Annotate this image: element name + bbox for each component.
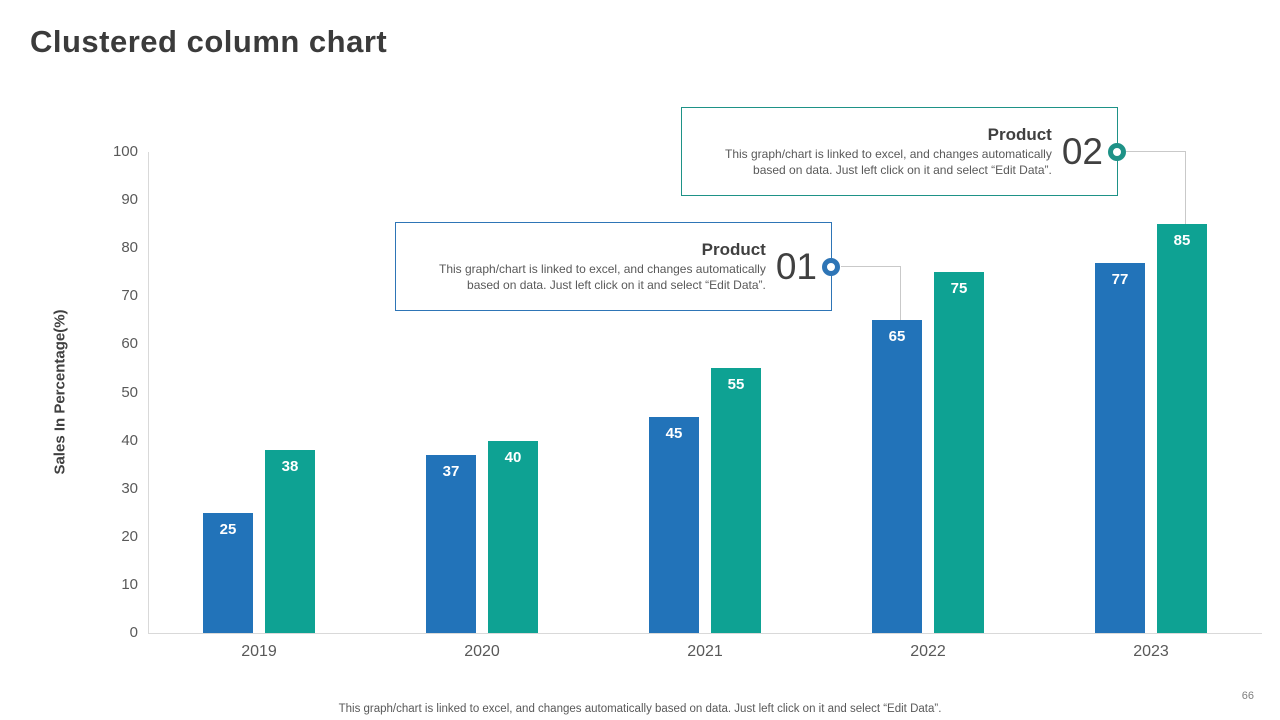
connector-line-02 [1126,151,1185,152]
callout-number: 02 [1061,131,1103,172]
bar-value-label: 77 [1111,271,1129,288]
footer-note: This graph/chart is linked to excel, and… [338,703,942,715]
bar-product-02-2020[interactable]: 40 [488,441,538,633]
connector-dot-02-icon [1108,142,1126,161]
callout-body: This graph/chart is linked to excel, and… [725,147,1052,177]
bar-value-label: 25 [219,521,237,538]
bar-value-label: 65 [888,328,906,345]
y-tick-label: 30 [121,479,138,497]
bar-product-02-2022[interactable]: 75 [934,272,984,633]
bar-product-01-2020[interactable]: 37 [426,455,476,633]
callout-product-01: Product This graph/chart is linked to ex… [395,222,840,311]
connector-line-01 [841,266,900,267]
bar-value-label: 38 [281,458,299,475]
bar-value-label: 37 [442,463,460,480]
x-axis-line [148,633,1262,634]
x-category-label: 2019 [241,643,277,660]
bar-product-01-2023[interactable]: 77 [1095,263,1145,633]
bar-product-02-2023[interactable]: 85 [1157,224,1207,633]
y-tick-label: 60 [121,335,138,353]
bar-product-02-2021[interactable]: 55 [711,368,761,633]
page-title: Clustered column chart [30,24,388,59]
bar-product-02-2019[interactable]: 38 [265,450,315,633]
callout-text-block: Product This graph/chart is linked to ex… [414,240,766,293]
callout-heading: Product [987,125,1052,144]
bar-product-01-2022[interactable]: 65 [872,320,922,633]
page-number: 66 [1241,690,1254,702]
connector-line-01 [900,266,901,320]
y-tick-label: 40 [121,431,138,449]
y-tick-label: 50 [121,383,138,401]
connector-dot-01-icon [822,257,840,276]
bar-product-01-2021[interactable]: 45 [649,417,699,633]
x-category-label: 2022 [910,643,946,660]
y-tick-label: 70 [121,287,138,305]
bar-value-label: 85 [1173,232,1191,249]
x-category-label: 2021 [687,643,723,660]
callout-text-block: Product This graph/chart is linked to ex… [700,125,1052,178]
bar-value-label: 55 [727,376,745,393]
callout-product-02: Product This graph/chart is linked to ex… [681,107,1126,196]
x-category-label: 2023 [1133,643,1169,660]
x-category-label: 2020 [464,643,500,660]
callout-heading: Product [701,240,766,259]
connector-line-02 [1185,151,1186,224]
y-tick-label: 10 [121,575,138,593]
y-tick-label: 0 [129,624,138,641]
bar-value-label: 45 [665,425,683,442]
bar-value-label: 40 [504,449,522,466]
callout-number: 01 [775,246,817,287]
y-axis-line [148,152,149,633]
y-tick-label: 20 [121,527,138,545]
bar-value-label: 75 [950,280,968,297]
bar-product-01-2019[interactable]: 25 [203,513,253,633]
callout-body: This graph/chart is linked to excel, and… [439,262,766,292]
y-tick-label: 90 [121,191,138,209]
y-tick-label: 100 [112,143,138,160]
y-tick-label: 80 [121,239,138,257]
y-axis-title: Sales In Percentage(%) [51,309,69,475]
